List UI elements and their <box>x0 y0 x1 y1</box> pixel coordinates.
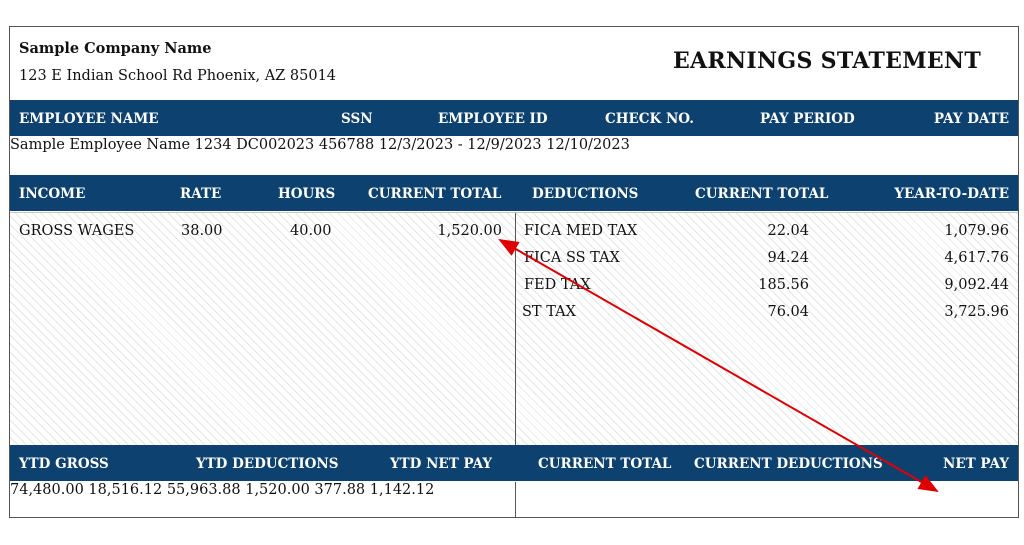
income-hours: 40.00 <box>290 223 332 239</box>
pay-period: 12/3/2023 - 12/9/2023 <box>378 137 542 153</box>
income-deductions-header-bar: INCOME RATE HOURS CURRENT TOTAL DEDUCTIO… <box>10 175 1018 211</box>
employee-name: Sample Employee Name <box>10 137 191 153</box>
deduction-current-total: 76.04 <box>767 304 809 320</box>
company-name: Sample Company Name <box>19 40 212 57</box>
header-ytd-net-pay: YTD NET PAY <box>390 456 493 472</box>
header-deductions: DEDUCTIONS <box>532 186 639 202</box>
summary-header-bar: YTD GROSS YTD DEDUCTIONS YTD NET PAY CUR… <box>10 445 1018 481</box>
employee-ssn: 1234 <box>194 137 232 153</box>
summary-divider <box>515 482 516 517</box>
deduction-ytd: 3,725.96 <box>944 304 1009 320</box>
deduction-description: FICA SS TAX <box>524 250 620 266</box>
statement-title: EARNINGS STATEMENT <box>672 48 981 74</box>
header-check-no: CHECK NO. <box>605 111 694 127</box>
employee-header-bar: EMPLOYEE NAME SSN EMPLOYEE ID CHECK NO. … <box>10 100 1018 136</box>
net-pay-value: 1,142.12 <box>369 482 435 498</box>
header-employee-name: EMPLOYEE NAME <box>19 111 159 127</box>
check-number: 456788 <box>318 137 375 153</box>
header-employee-id: EMPLOYEE ID <box>438 111 548 127</box>
ytd-gross-value: 74,480.00 <box>10 482 84 498</box>
ytd-net-pay-value: 55,963.88 <box>166 482 241 498</box>
income-deductions-body: GROSS WAGES 38.00 40.00 1,520.00 FICA ME… <box>10 212 1018 446</box>
header-net-pay: NET PAY <box>943 456 1009 472</box>
income-description: GROSS WAGES <box>19 223 135 239</box>
earnings-statement: Sample Company Name 123 E Indian School … <box>9 26 1019 518</box>
deduction-ytd: 4,617.76 <box>944 250 1009 266</box>
header-income-current-total: CURRENT TOTAL <box>368 186 502 202</box>
deduction-ytd: 9,092.44 <box>944 277 1009 293</box>
header-ssn: SSN <box>341 111 373 127</box>
summary-values-row: 74,480.00 18,516.12 55,963.88 1,520.00 3… <box>10 482 1018 517</box>
deduction-current-total: 185.56 <box>758 277 809 293</box>
header-ytd-deductions: YTD DEDUCTIONS <box>196 456 339 472</box>
header-summary-current-total: CURRENT TOTAL <box>538 456 672 472</box>
ytd-deductions-value: 18,516.12 <box>88 482 163 498</box>
header-rate: RATE <box>180 186 222 202</box>
deduction-description: FICA MED TAX <box>524 223 638 239</box>
employee-id: DC002023 <box>236 137 315 153</box>
header-hours: HOURS <box>278 186 336 202</box>
income-rate: 38.00 <box>181 223 223 239</box>
current-deductions-value: 377.88 <box>314 482 366 498</box>
deduction-description: FED TAX <box>524 277 591 293</box>
header-pay-period: PAY PERIOD <box>760 111 855 127</box>
deduction-current-total: 94.24 <box>767 250 809 266</box>
header-deductions-current-total: CURRENT TOTAL <box>695 186 829 202</box>
header-ytd-gross: YTD GROSS <box>19 456 109 472</box>
column-divider <box>515 213 516 446</box>
header-year-to-date: YEAR-TO-DATE <box>894 186 1009 202</box>
header-pay-date: PAY DATE <box>933 111 1009 127</box>
summary-current-total-value: 1,520.00 <box>245 482 310 498</box>
deduction-current-total: 22.04 <box>767 223 809 239</box>
employee-info-row: Sample Employee Name 1234 DC002023 45678… <box>10 137 1018 175</box>
header-income: INCOME <box>19 186 86 202</box>
pay-date: 12/10/2023 <box>546 137 630 153</box>
deduction-description: ST TAX <box>522 304 576 320</box>
income-current-total: 1,520.00 <box>437 223 502 239</box>
header-current-deductions: CURRENT DEDUCTIONS <box>694 456 883 472</box>
deduction-ytd: 1,079.96 <box>944 223 1009 239</box>
statement-header: Sample Company Name 123 E Indian School … <box>10 27 1018 100</box>
company-address: 123 E Indian School Rd Phoenix, AZ 85014 <box>19 68 337 84</box>
